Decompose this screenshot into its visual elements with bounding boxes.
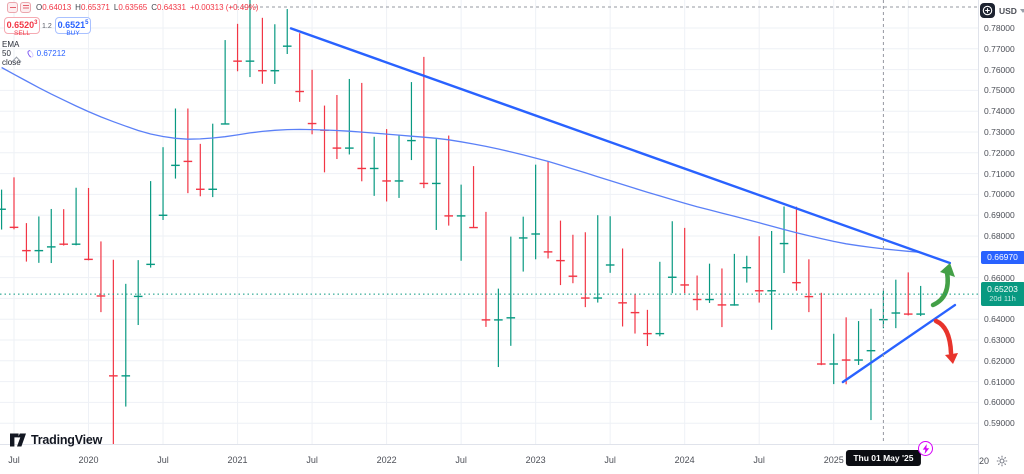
price-tick-label: 0.70000 xyxy=(984,189,1015,200)
chevron-down-icon xyxy=(1019,8,1024,13)
time-tick-label: Jul xyxy=(604,455,616,465)
time-tick-label: Jul xyxy=(455,455,467,465)
flash-lightning-icon[interactable] xyxy=(918,441,933,456)
clipped-year-label: 20 xyxy=(979,456,990,466)
price-tick-label: 0.61000 xyxy=(984,376,1015,387)
price-tick-label: 0.72000 xyxy=(984,147,1015,158)
time-axis[interactable]: Jul 2020 Jul 2021 Jul 2022 Jul 2023 Jul 2024 Jul 20… xyxy=(0,444,1024,474)
loading-spinner-icon xyxy=(26,48,35,59)
price-tick-label: 0.74000 xyxy=(984,106,1015,117)
last-price-label: 0.65203 20d 11h xyxy=(980,282,1024,307)
sell-button[interactable]: 0.65203 SELL xyxy=(4,17,40,37)
ohlc-value: 0.64013 xyxy=(42,3,72,12)
ohlc-key: H xyxy=(75,3,81,12)
buy-button[interactable]: 0.65215 BUY xyxy=(55,17,91,37)
gear-icon[interactable] xyxy=(996,454,1008,472)
add-order-plus-icon[interactable] xyxy=(980,3,995,18)
price-tick-label: 0.63000 xyxy=(984,335,1015,345)
ohlc-key: L xyxy=(113,3,119,12)
currency-header: USD xyxy=(980,3,1024,18)
price-axis[interactable]: USD 0.78000 0.77000 0.76000 0.75000 0.74000 0… xyxy=(978,0,1024,474)
time-tick-label: 2021 xyxy=(227,455,248,465)
price-tick-label: 0.76000 xyxy=(984,64,1015,75)
bar-countdown: 20d 11h xyxy=(989,294,1016,304)
aud-flag-icon xyxy=(7,2,18,13)
time-tick-label: Jul xyxy=(8,455,20,465)
time-tick-label: 2022 xyxy=(376,455,397,465)
time-tick-label: 2025 xyxy=(823,455,844,465)
price-tick-label: 0.73000 xyxy=(984,127,1015,137)
sell-label: SELL xyxy=(14,30,30,37)
spread-value: 1.2 xyxy=(42,23,52,30)
time-tick-label: Jul xyxy=(753,455,765,465)
buy-price-sup: 5 xyxy=(85,20,89,26)
ohlc-value: 0.63565 xyxy=(118,3,148,12)
ohlc-key: O xyxy=(36,3,43,12)
tradingview-logo-text: TradingView xyxy=(31,433,103,447)
price-tick-label: 0.78000 xyxy=(984,23,1015,33)
ohlc-value: 0.65371 xyxy=(80,3,110,12)
time-tick-label: 2020 xyxy=(78,455,99,465)
buy-price: 0.6521 xyxy=(57,20,86,30)
price-tick-label: 0.60000 xyxy=(984,397,1015,408)
time-tick-label: Jul xyxy=(157,455,169,465)
last-price-value: 0.65203 xyxy=(987,284,1018,295)
price-tick-label: 0.68000 xyxy=(984,231,1015,241)
symbol-icons[interactable] xyxy=(7,2,33,13)
ohlc-change: +0.00313 (+0.49%) xyxy=(189,3,259,12)
time-tick-label: 2024 xyxy=(674,455,695,465)
price-tick-label: 0.62000 xyxy=(984,355,1015,366)
price-tick-label: 0.75000 xyxy=(984,85,1015,96)
price-tick-label: 0.77000 xyxy=(984,43,1015,54)
indicator-legend-row[interactable]: EMA 50 close 0.67212 xyxy=(2,40,66,67)
ohlc-readout: O0.64013 H0.65371 L0.63565 C0.64331 +0.00313… xyxy=(36,3,258,12)
crosshair-date-tooltip: Thu 01 May '25 xyxy=(846,450,921,466)
sell-price-sup: 3 xyxy=(34,20,38,26)
price-tick-label: 0.59000 xyxy=(984,418,1015,429)
price-tick-label: 0.69000 xyxy=(984,210,1015,221)
ohlc-value: 0.64331 xyxy=(157,3,186,12)
indicator-value: 0.67212 xyxy=(36,49,66,58)
tradingview-logo-icon xyxy=(10,433,26,447)
price-tick-label: 0.64000 xyxy=(984,314,1015,325)
currency-label[interactable]: USD xyxy=(999,5,1017,16)
price-tick-label: 0.71000 xyxy=(984,168,1015,179)
price-tick-label: 0.66000 xyxy=(984,272,1015,283)
tradingview-logo[interactable]: TradingView xyxy=(10,433,102,447)
indicator-name: EMA 50 close xyxy=(2,40,21,67)
sell-price: 0.6520 xyxy=(6,20,35,30)
time-tick-label: 2023 xyxy=(525,455,546,465)
time-tick-label: Jul xyxy=(306,455,318,465)
ohlc-key: C xyxy=(151,3,158,12)
buy-label: BUY xyxy=(66,30,80,37)
usd-flag-icon xyxy=(20,2,31,13)
level-price-label: 0.66970 xyxy=(980,250,1024,264)
